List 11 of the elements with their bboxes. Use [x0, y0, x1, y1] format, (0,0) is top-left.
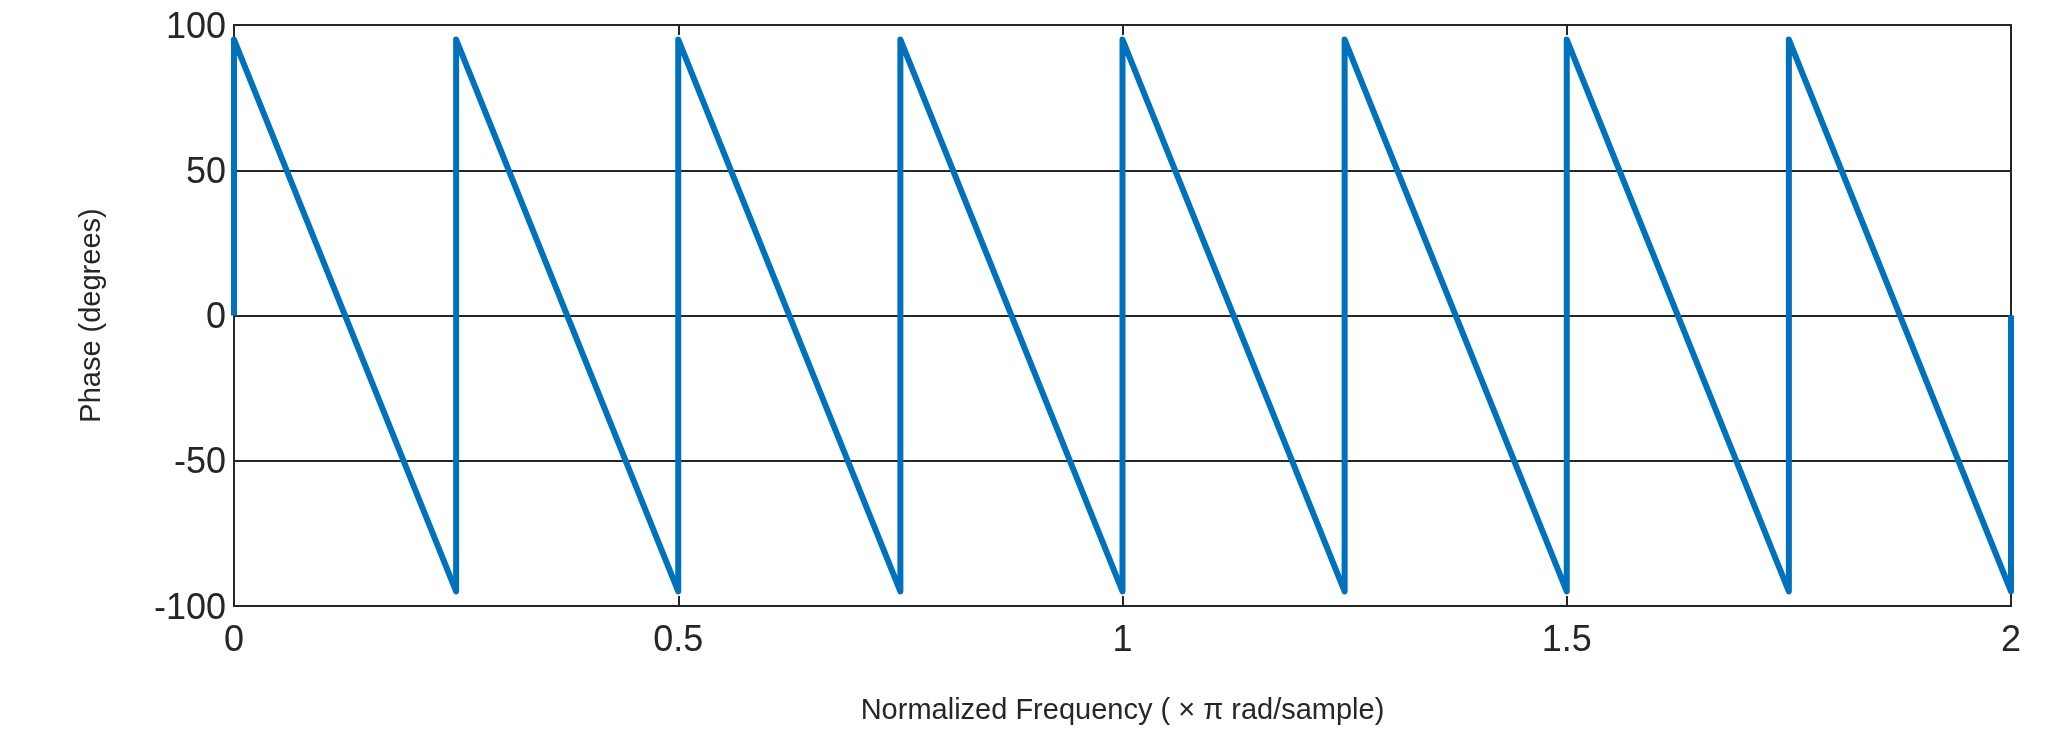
y-tick-label: 0: [205, 295, 226, 336]
x-tick-label: 0.5: [653, 617, 704, 659]
x-tick-label: 1.5: [1541, 617, 1592, 659]
y-axis-title: Phase (degrees): [73, 208, 106, 423]
y-tick-label: 50: [185, 149, 226, 191]
y-tick-label: -100: [153, 585, 226, 627]
x-axis-title: Normalized Frequency ( × π rad/sample): [860, 692, 1385, 725]
x-tick-label: 1: [1112, 617, 1133, 659]
x-tick-label: 2: [2000, 617, 2022, 659]
y-tick-label: 100: [165, 4, 226, 46]
y-tick-label: -50: [173, 440, 226, 482]
